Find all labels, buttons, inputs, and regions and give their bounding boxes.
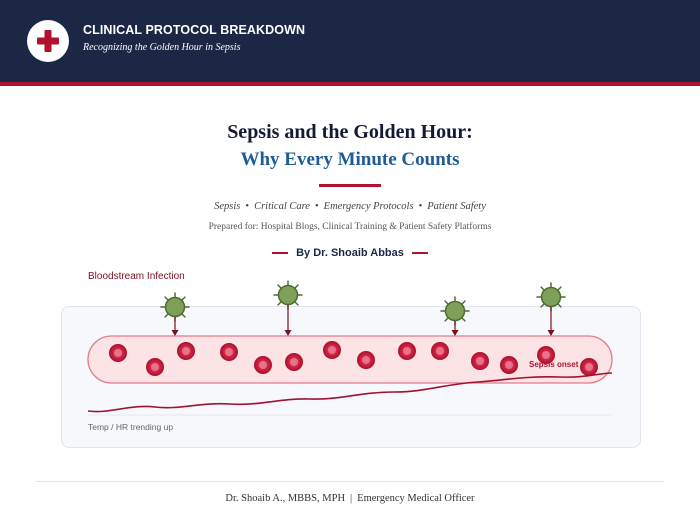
red-blood-cell-icon — [146, 358, 164, 376]
header-bar — [0, 0, 700, 82]
vital-signs-trend-line — [87, 372, 613, 413]
infection-label: Bloodstream Infection — [88, 271, 185, 282]
sepsis-onset-label: Sepsis onset — [529, 360, 579, 369]
prepared-for-line: Prepared for: Hospital Blogs, Clinical T… — [208, 222, 492, 232]
red-blood-cell-icon — [357, 351, 375, 369]
tag-separator: • — [245, 201, 250, 212]
red-blood-cell-icon — [398, 342, 416, 360]
medical-cross-icon — [27, 20, 69, 62]
bacteria-icon — [440, 296, 470, 336]
byline-dash-left — [272, 252, 289, 254]
tag-separator: • — [418, 201, 423, 212]
tag-separator: • — [314, 201, 319, 212]
trend-label: Temp / HR trending up — [88, 422, 174, 432]
red-blood-cell-icon — [537, 346, 555, 364]
bacteria-icon — [160, 292, 190, 336]
byline-dash-right — [411, 252, 428, 254]
title-divider — [319, 184, 381, 187]
topic-tags: Sepsis • Critical Care • Emergency Protocols… — [0, 201, 700, 212]
tag: Critical Care — [254, 201, 310, 212]
red-blood-cell-icon — [254, 356, 272, 374]
bacteria-icon — [273, 280, 303, 336]
byline-text: By Dr. Shoaib Abbas — [296, 247, 404, 259]
red-blood-cell-icon — [109, 344, 127, 362]
blood-vessel — [87, 335, 613, 384]
red-blood-cell-icon — [177, 342, 195, 360]
tag: Sepsis — [214, 201, 241, 212]
red-blood-cell-icon — [323, 341, 341, 359]
footer-divider — [36, 481, 664, 482]
tag: Patient Safety — [427, 201, 486, 212]
red-blood-cell-icon — [580, 358, 598, 376]
footer-name: Dr. Shoaib A., MBBS, MPH — [225, 493, 346, 504]
bacteria-icon — [536, 282, 566, 336]
red-blood-cell-icon — [220, 343, 238, 361]
author-byline: By Dr. Shoaib Abbas — [0, 247, 700, 259]
header-accent-rule — [0, 82, 700, 86]
footer-separator: | — [350, 493, 353, 504]
tag: Emergency Protocols — [323, 201, 414, 212]
red-blood-cell-icon — [431, 342, 449, 360]
footer-role: Emergency Medical Officer — [357, 493, 475, 504]
red-blood-cell-icon — [500, 356, 518, 374]
footer-credit: Dr. Shoaib A., MBBS, MPH | Emergency Medic… — [0, 493, 700, 504]
red-blood-cell-icon — [471, 352, 489, 370]
header-title: CLINICAL PROTOCOL BREAKDOWN — [83, 23, 306, 37]
header-subtitle: Recognizing the Golden Hour in Sepsis — [83, 42, 241, 53]
document-title: Sepsis and the Golden Hour: — [227, 121, 473, 143]
red-blood-cell-icon — [285, 353, 303, 371]
document-subtitle: Why Every Minute Counts — [240, 149, 460, 170]
